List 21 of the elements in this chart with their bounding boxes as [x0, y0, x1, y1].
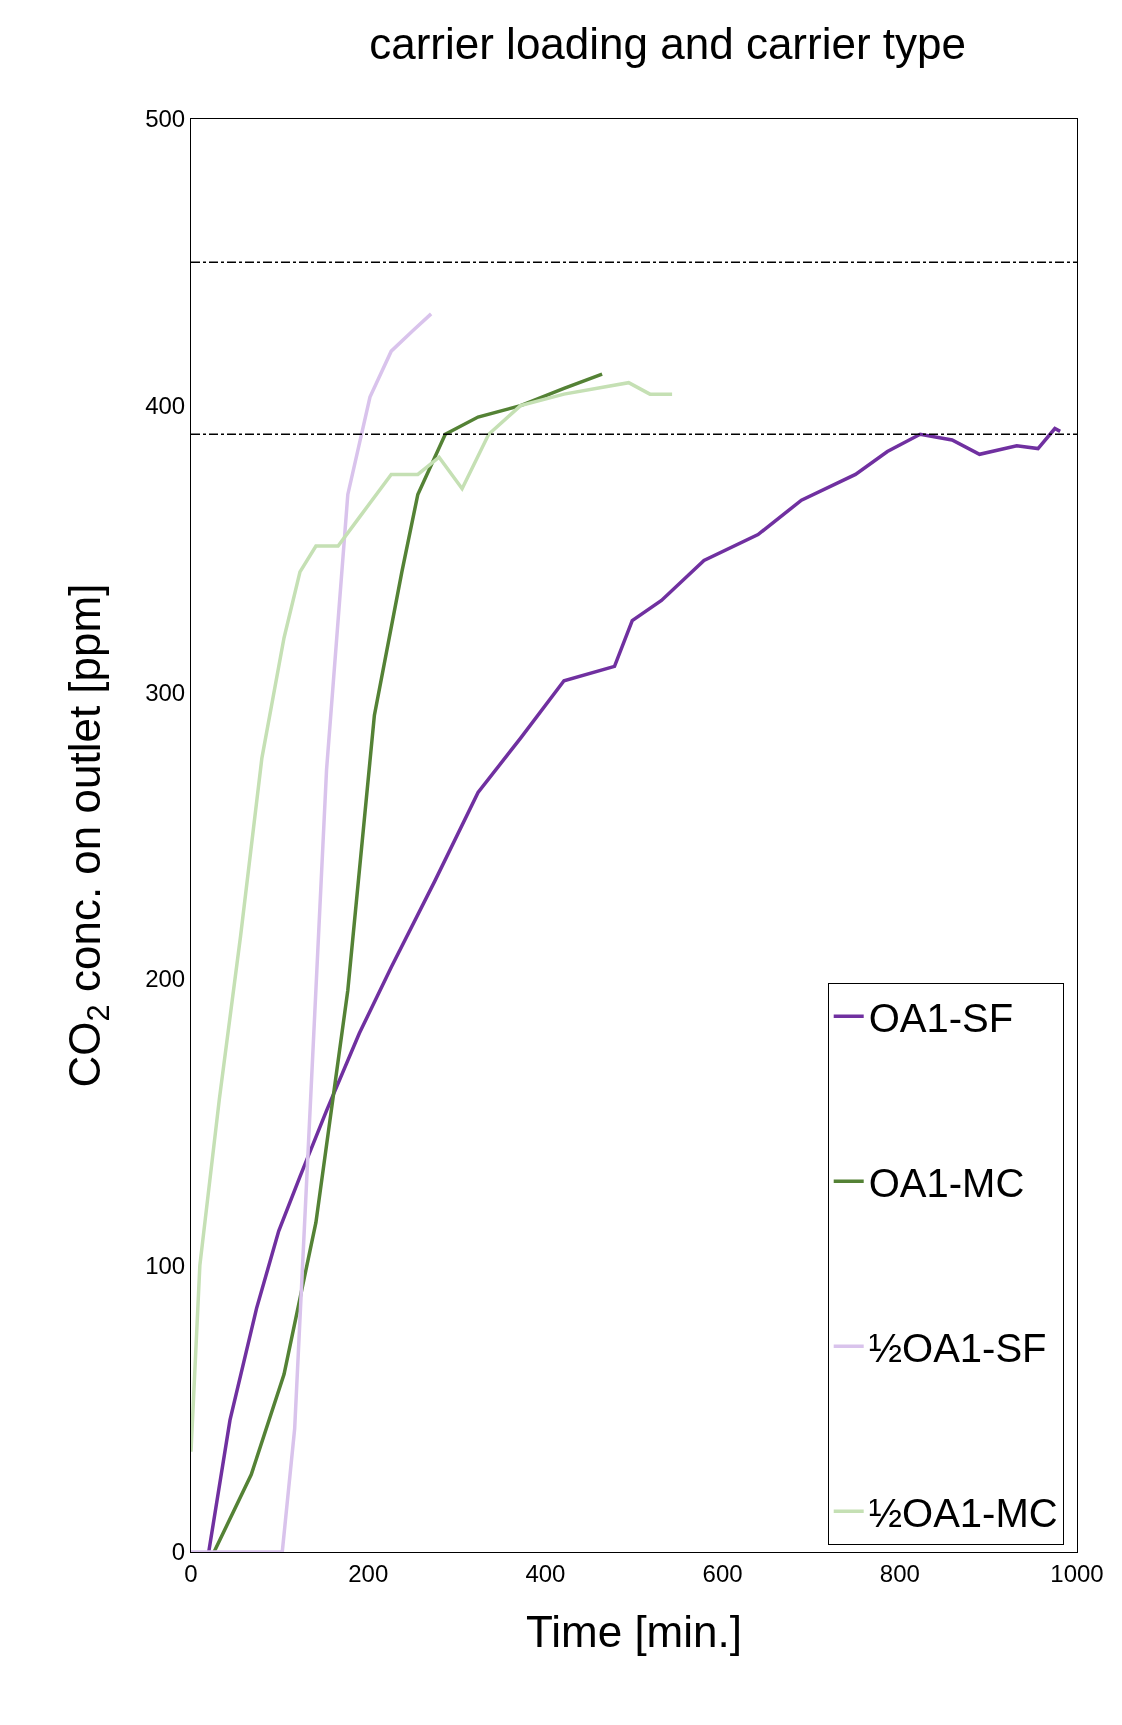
y-tick-label: 100: [145, 1251, 186, 1279]
legend-label: ½OA1-MC: [868, 1490, 1058, 1535]
x-tick-label: 400: [525, 1559, 566, 1587]
y-tick-label: 500: [145, 105, 186, 133]
x-tick-label: 200: [348, 1559, 389, 1587]
y-tick-label: 400: [145, 392, 186, 419]
x-axis-title: Time [min.]: [526, 1607, 742, 1657]
y-tick-label: 200: [145, 965, 186, 993]
line-series: [191, 312, 433, 1552]
line-series: [206, 426, 1062, 1552]
line-series: [212, 372, 604, 1552]
x-tick-label: 1000: [1050, 1559, 1104, 1587]
legend-label: ½OA1-SF: [868, 1325, 1047, 1370]
y-tick-label: 0: [171, 1538, 186, 1566]
line-series: [191, 380, 674, 1454]
y-tick-label: 300: [145, 678, 186, 706]
legend-label: OA1-SF: [868, 995, 1014, 1040]
chart-title: carrier loading and carrier type: [369, 18, 966, 68]
legend-label: OA1-MC: [868, 1160, 1025, 1205]
x-tick-label: 600: [702, 1559, 743, 1587]
x-tick-label: 800: [879, 1559, 920, 1587]
